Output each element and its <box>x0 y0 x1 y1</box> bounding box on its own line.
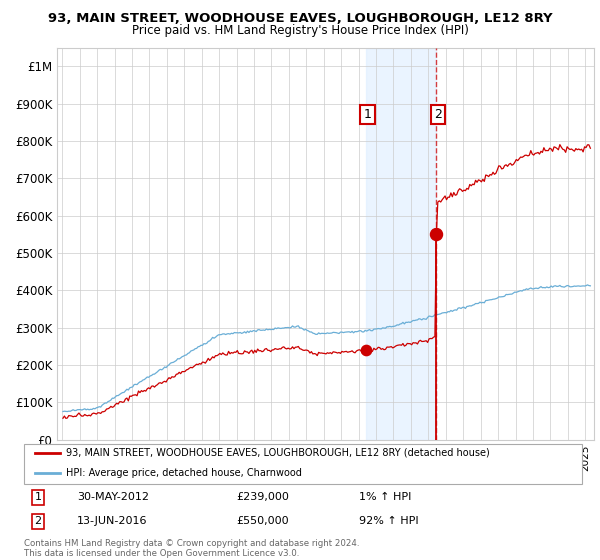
Text: HPI: Average price, detached house, Charnwood: HPI: Average price, detached house, Char… <box>66 468 302 478</box>
Text: £239,000: £239,000 <box>236 492 289 502</box>
Text: 2: 2 <box>34 516 41 526</box>
Point <box>431 230 441 239</box>
Text: 2: 2 <box>434 108 442 122</box>
Text: 1: 1 <box>364 108 371 122</box>
FancyBboxPatch shape <box>24 444 582 484</box>
Text: £550,000: £550,000 <box>236 516 289 526</box>
Text: 92% ↑ HPI: 92% ↑ HPI <box>359 516 418 526</box>
Text: 1% ↑ HPI: 1% ↑ HPI <box>359 492 411 502</box>
Text: 93, MAIN STREET, WOODHOUSE EAVES, LOUGHBOROUGH, LE12 8RY: 93, MAIN STREET, WOODHOUSE EAVES, LOUGHB… <box>47 12 553 25</box>
Text: 93, MAIN STREET, WOODHOUSE EAVES, LOUGHBOROUGH, LE12 8RY (detached house): 93, MAIN STREET, WOODHOUSE EAVES, LOUGHB… <box>66 448 490 458</box>
Text: 30-MAY-2012: 30-MAY-2012 <box>77 492 149 502</box>
Point <box>361 346 371 355</box>
Text: Contains HM Land Registry data © Crown copyright and database right 2024.
This d: Contains HM Land Registry data © Crown c… <box>24 539 359 558</box>
Text: 1: 1 <box>34 492 41 502</box>
Text: Price paid vs. HM Land Registry's House Price Index (HPI): Price paid vs. HM Land Registry's House … <box>131 24 469 36</box>
Text: 13-JUN-2016: 13-JUN-2016 <box>77 516 148 526</box>
Bar <box>366 48 436 440</box>
